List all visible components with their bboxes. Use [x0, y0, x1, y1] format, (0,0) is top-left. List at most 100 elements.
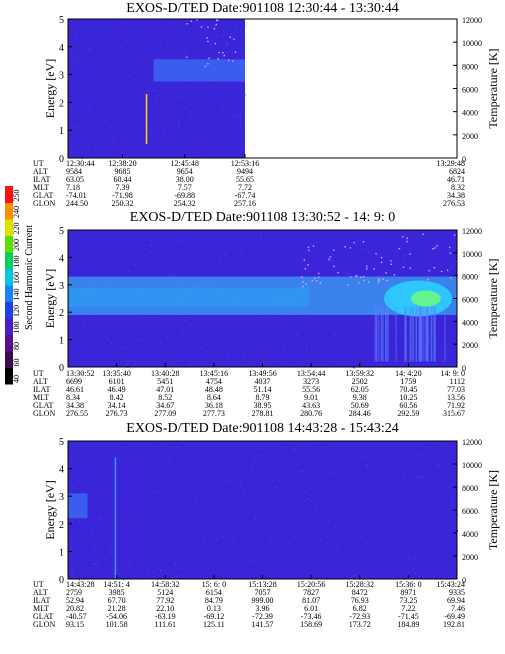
- ephemeris-cell: 7.46: [451, 604, 465, 613]
- ephemeris-cell: 13:40:28: [151, 369, 179, 378]
- noise-pixel: [170, 494, 172, 496]
- ephemeris-row-label: GLAT: [33, 191, 54, 200]
- noise-pixel: [99, 345, 101, 347]
- noise-pixel: [252, 550, 254, 552]
- ephemeris-cell: -74.01: [66, 191, 87, 200]
- noise-pixel: [134, 571, 136, 573]
- temperature-point: [355, 275, 358, 277]
- noise-pixel: [356, 534, 358, 536]
- temperature-point: [344, 246, 346, 248]
- noise-pixel: [82, 344, 84, 346]
- ephemeris-cell: 2759: [66, 588, 82, 597]
- noise-pixel: [356, 340, 358, 342]
- ephemeris-cell: 276.55: [66, 409, 88, 418]
- noise-pixel: [256, 448, 258, 450]
- noise-pixel: [269, 348, 272, 350]
- y2-tick-label: 8000: [462, 273, 478, 282]
- noise-pixel: [134, 263, 136, 266]
- noise-pixel: [416, 522, 419, 524]
- ephemeris-cell: 15:43:24: [437, 580, 465, 589]
- noise-pixel: [247, 511, 250, 513]
- noise-pixel: [164, 490, 166, 492]
- noise-pixel: [384, 517, 386, 519]
- noise-pixel: [78, 475, 80, 477]
- noise-pixel: [215, 458, 217, 460]
- noise-pixel: [341, 562, 343, 564]
- noise-pixel: [119, 572, 121, 575]
- noise-pixel: [425, 455, 427, 457]
- temperature-point: [190, 20, 192, 22]
- noise-pixel: [89, 49, 91, 52]
- temperature-point: [207, 40, 209, 43]
- noise-pixel: [180, 147, 182, 149]
- noise-pixel: [364, 472, 366, 475]
- noise-pixel: [399, 577, 402, 579]
- temperature-point: [362, 241, 365, 243]
- noise-pixel: [261, 341, 264, 343]
- noise-pixel: [267, 359, 270, 361]
- noise-pixel: [291, 558, 293, 560]
- temperature-point: [329, 256, 332, 258]
- noise-pixel: [307, 357, 309, 360]
- noise-pixel: [92, 244, 94, 247]
- temperature-point: [346, 284, 349, 286]
- noise-pixel: [75, 125, 78, 128]
- noise-pixel: [127, 330, 129, 333]
- ephemeris-cell: 8.42: [110, 393, 124, 402]
- noise-pixel: [92, 124, 95, 127]
- plasma-streak: [418, 306, 420, 362]
- ephemeris-row-label: GLON: [33, 620, 55, 629]
- noise-pixel: [227, 326, 229, 328]
- noise-pixel: [421, 454, 423, 456]
- noise-pixel: [122, 73, 124, 75]
- noise-pixel: [230, 145, 232, 147]
- noise-pixel: [258, 537, 260, 540]
- colorbar-tick-label: 240: [12, 206, 21, 218]
- noise-pixel: [178, 242, 181, 245]
- noise-pixel: [133, 484, 136, 486]
- noise-pixel: [365, 268, 367, 271]
- noise-pixel: [251, 464, 253, 467]
- temperature-point: [217, 19, 219, 21]
- y2-tick-label: 12000: [462, 16, 482, 25]
- noise-pixel: [306, 343, 308, 345]
- noise-pixel: [166, 336, 168, 339]
- noise-pixel: [139, 95, 142, 98]
- temperature-point: [319, 282, 322, 284]
- noise-pixel: [207, 514, 209, 516]
- noise-pixel: [312, 535, 315, 537]
- noise-pixel: [256, 533, 258, 536]
- noise-pixel: [94, 525, 96, 528]
- noise-pixel: [264, 331, 266, 334]
- noise-pixel: [128, 111, 131, 113]
- noise-pixel: [252, 561, 254, 563]
- noise-pixel: [87, 256, 89, 259]
- noise-pixel: [143, 536, 145, 539]
- noise-pixel: [340, 344, 342, 346]
- y2-tick-label: 6000: [462, 507, 478, 516]
- temperature-point: [385, 272, 387, 274]
- noise-pixel: [97, 69, 99, 72]
- ephemeris-cell: -54.06: [106, 612, 127, 621]
- noise-pixel: [229, 525, 232, 528]
- noise-pixel: [370, 566, 372, 568]
- noise-pixel: [158, 550, 160, 552]
- ephemeris-cell: 73.25: [399, 596, 417, 605]
- noise-pixel: [331, 471, 333, 474]
- noise-pixel: [228, 26, 230, 28]
- noise-pixel: [145, 86, 147, 89]
- noise-pixel: [129, 353, 131, 355]
- noise-pixel: [289, 364, 291, 366]
- ephemeris-cell: 13:54:44: [297, 369, 325, 378]
- noise-pixel: [252, 356, 255, 358]
- noise-pixel: [139, 129, 142, 131]
- noise-pixel: [246, 234, 248, 237]
- noise-pixel: [163, 123, 165, 125]
- noise-pixel: [404, 467, 406, 469]
- noise-pixel: [252, 506, 255, 508]
- noise-pixel: [139, 564, 141, 567]
- noise-pixel: [103, 103, 105, 105]
- noise-pixel: [357, 465, 360, 467]
- noise-pixel: [74, 542, 77, 544]
- y2-axis-label: Temperature [K]: [486, 48, 500, 128]
